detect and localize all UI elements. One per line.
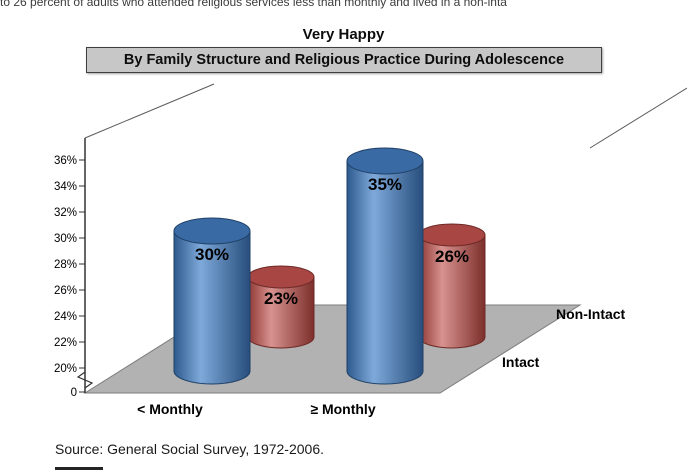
series-label-non-intact: Non-Intact: [556, 306, 626, 322]
bottom-left-artifact: [55, 467, 103, 470]
chart-subtitle: By Family Structure and Religious Practi…: [86, 47, 602, 73]
cylinder-non-intact-1: 26%: [418, 223, 486, 349]
source-note: Source: General Social Survey, 1972-2006…: [55, 441, 325, 457]
value-label: 23%: [264, 289, 298, 308]
y-tick-label: 36%: [54, 155, 77, 167]
wall-edge-right: [589, 87, 687, 149]
cylinder-intact-0: 30%: [173, 217, 251, 385]
chart-title: Very Happy: [302, 26, 385, 43]
y-tick-label: 24%: [54, 311, 77, 323]
y-tick-label: 26%: [54, 285, 77, 297]
cylinder-non-intact-0: 23%: [247, 265, 315, 349]
category-label: ≥ Monthly: [310, 401, 375, 417]
cylinder-intact-1: 35%: [346, 147, 424, 385]
y-tick-label: 32%: [54, 207, 77, 219]
chart-floor: [83, 304, 582, 394]
series-label-intact: Intact: [502, 354, 540, 370]
y-tick-label: 30%: [54, 233, 77, 245]
y-tick-label: 0: [71, 387, 77, 399]
value-label: 30%: [195, 245, 229, 264]
value-label: 26%: [435, 247, 469, 266]
wall-edge-left: [84, 83, 215, 139]
value-label: 35%: [368, 175, 402, 194]
axis-break: [76, 371, 94, 389]
y-tick-label: 22%: [54, 337, 77, 349]
y-tick-label: 34%: [54, 181, 77, 193]
y-tick-label: 20%: [54, 363, 77, 375]
clipped-paragraph-text: d to 26 percent of adults who attended r…: [0, 0, 507, 9]
category-label: < Monthly: [137, 401, 203, 417]
y-tick-label: 28%: [54, 259, 77, 271]
